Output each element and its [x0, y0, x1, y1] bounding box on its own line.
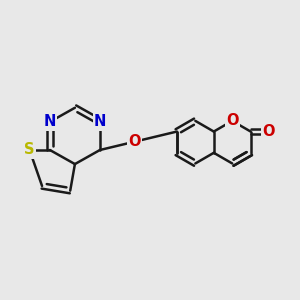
Text: S: S — [24, 142, 35, 158]
Text: N: N — [44, 114, 56, 129]
Text: O: O — [262, 124, 275, 139]
Text: O: O — [226, 113, 239, 128]
Text: N: N — [94, 114, 106, 129]
Text: O: O — [128, 134, 141, 149]
